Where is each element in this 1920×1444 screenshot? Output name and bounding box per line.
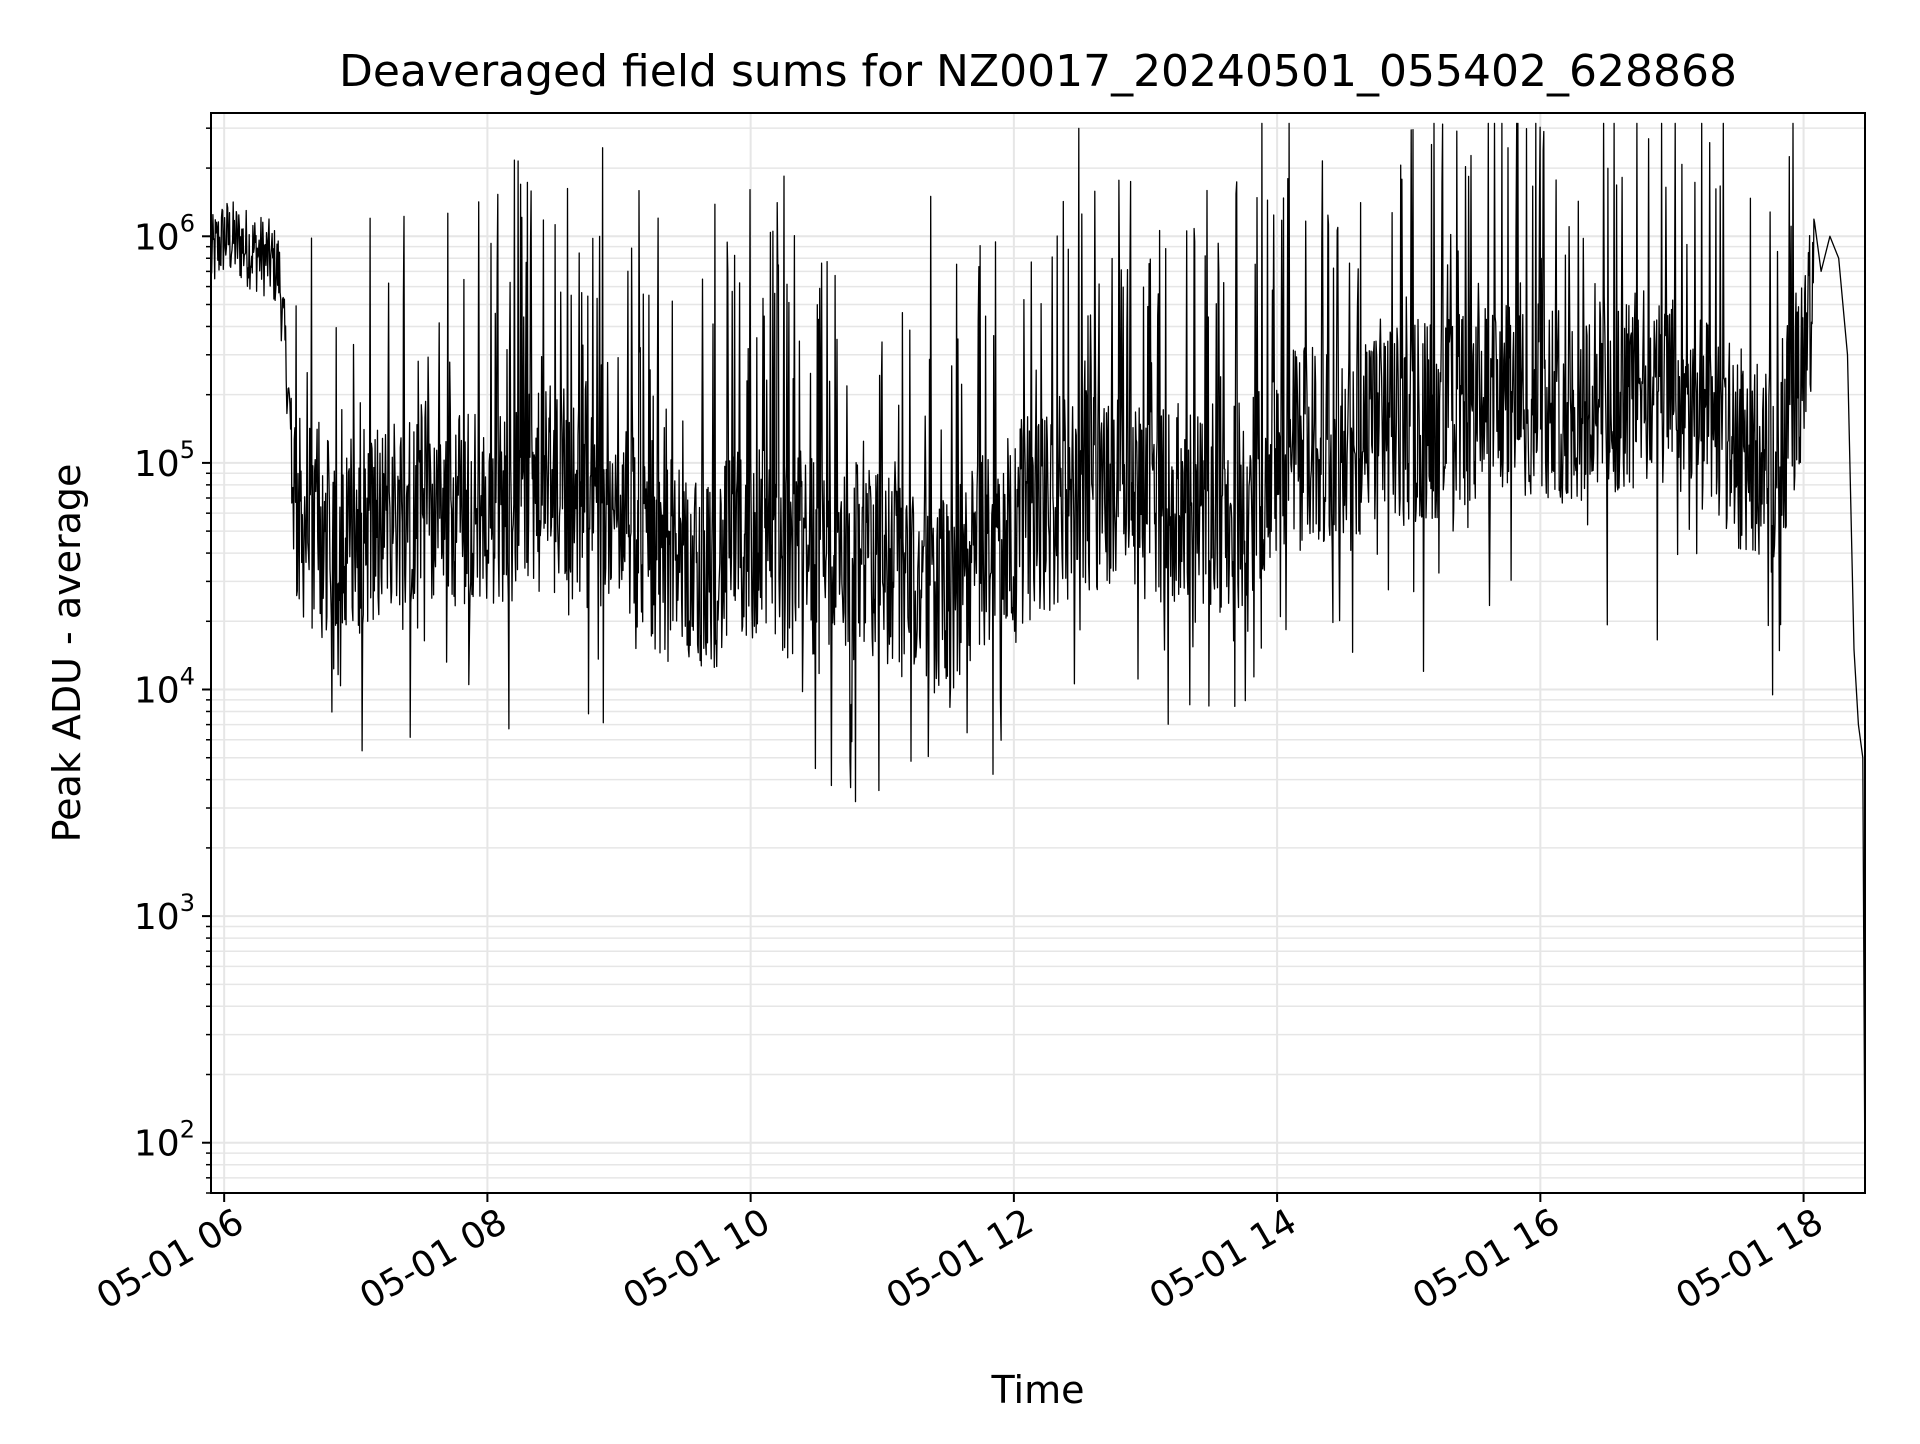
y-tick-label: 106 [134, 209, 195, 258]
y-tick-label: 103 [134, 889, 195, 938]
series-line [210, 122, 1866, 1194]
y-tick-label: 105 [134, 436, 195, 485]
y-tick-label: 104 [134, 663, 195, 712]
x-axis-label: Time [991, 1368, 1085, 1412]
y-axis-label: Peak ADU - average [45, 464, 89, 843]
plot-frame [210, 112, 1866, 1194]
y-tick-label: 102 [134, 1116, 195, 1165]
plot-layer [210, 122, 1866, 1194]
chart-title: Deaveraged field sums for NZ0017_2024050… [339, 46, 1737, 97]
grid-layer [211, 113, 1865, 1194]
